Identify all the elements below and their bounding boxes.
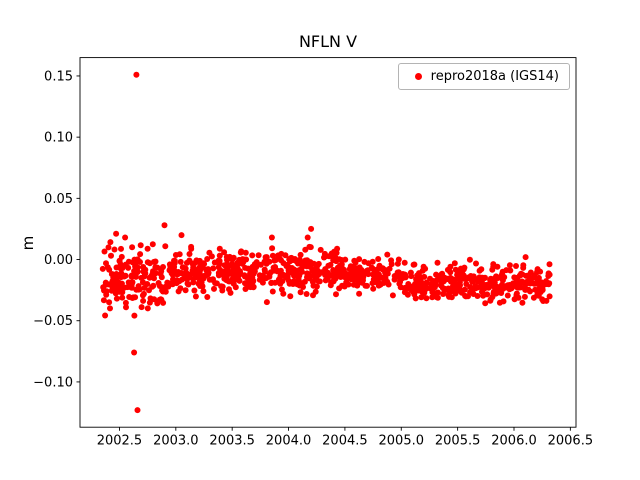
svg-text:0.00: 0.00 [44, 253, 73, 268]
svg-text:2003.0: 2003.0 [153, 434, 199, 449]
svg-text:2005.5: 2005.5 [435, 434, 481, 449]
svg-text:2004.5: 2004.5 [322, 434, 368, 449]
svg-text:0.15: 0.15 [44, 69, 73, 84]
axes-spines [79, 57, 577, 428]
svg-text:2006.5: 2006.5 [548, 434, 594, 449]
svg-text:2003.5: 2003.5 [209, 434, 255, 449]
svg-text:2002.5: 2002.5 [97, 434, 143, 449]
svg-text:2005.0: 2005.0 [379, 434, 425, 449]
svg-text:−0.10: −0.10 [33, 375, 73, 390]
legend-marker-dot [414, 73, 422, 80]
legend-label: repro2018a (IGS14) [430, 69, 559, 84]
legend: repro2018a (IGS14) [397, 63, 570, 90]
svg-text:−0.05: −0.05 [33, 314, 73, 329]
data-points [99, 71, 553, 414]
svg-text:2006.0: 2006.0 [491, 434, 537, 449]
y-axis-ticks: −0.10 −0.05 0.00 0.05 0.10 0.15 [33, 69, 80, 390]
svg-text:2004.0: 2004.0 [266, 434, 312, 449]
svg-text:0.10: 0.10 [44, 131, 73, 146]
chart-title: NFLN V [298, 32, 358, 51]
svg-text:0.05: 0.05 [44, 192, 73, 207]
x-axis-ticks: 2002.5 2003.0 2003.5 2004.0 2004.5 2005.0 2005… [97, 427, 593, 449]
